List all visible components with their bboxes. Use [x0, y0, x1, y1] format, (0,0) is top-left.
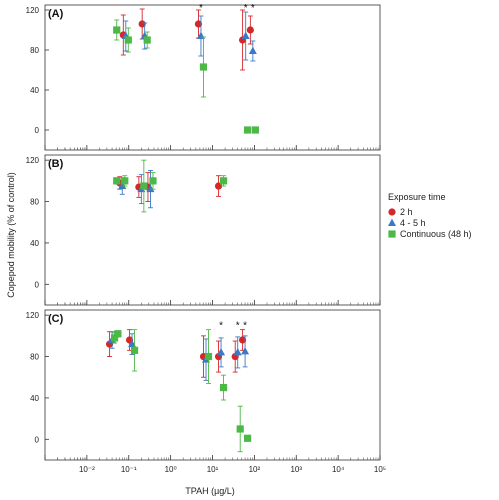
data-point: [114, 330, 122, 338]
series-1: [116, 172, 223, 203]
x-tick-label: 10⁴: [332, 465, 345, 474]
panel-frame: [44, 4, 381, 151]
significance-mark: *: [236, 321, 240, 332]
data-point: [241, 31, 250, 39]
y-tick-label: 120: [26, 156, 40, 165]
series-1: [119, 8, 254, 71]
y-tick-label: 0: [35, 126, 40, 135]
significance-mark: *: [251, 3, 255, 14]
data-point: [243, 126, 252, 134]
data-point: [130, 346, 139, 354]
data-point: [113, 26, 121, 34]
legend-label: 4 - 5 h: [400, 218, 426, 228]
legend-marker: [388, 218, 396, 226]
series-3: [113, 159, 228, 213]
x-tick-label: 10³: [290, 465, 302, 474]
data-point: [204, 352, 213, 361]
data-point: [243, 434, 252, 442]
legend-marker: [388, 230, 396, 238]
panel-label: (C): [48, 313, 64, 325]
y-tick-label: 120: [26, 311, 40, 320]
legend-label: Continuous (48 h): [400, 229, 472, 239]
legend-label: 2 h: [400, 207, 413, 217]
panel-label: (A): [48, 8, 64, 20]
significance-mark: *: [244, 3, 248, 14]
series-1: [105, 329, 247, 378]
x-tick-label: 10⁻¹: [121, 465, 137, 474]
series-3: [113, 19, 259, 134]
y-tick-label: 0: [35, 280, 40, 289]
data-point: [138, 20, 146, 28]
data-point: [241, 346, 250, 355]
y-tick-label: 0: [35, 435, 40, 444]
data-point: [118, 181, 127, 190]
y-tick-label: 80: [30, 198, 39, 207]
data-point: [143, 36, 151, 44]
series-3: [110, 329, 252, 453]
data-point: [113, 177, 121, 185]
data-point: [219, 383, 228, 392]
significance-mark: *: [199, 3, 203, 14]
data-point: [233, 348, 242, 356]
y-tick-label: 80: [30, 46, 39, 55]
data-point: [217, 348, 226, 356]
data-point: [149, 177, 157, 185]
y-tick-label: 40: [30, 394, 39, 403]
x-axis-title: TPAH (µg/L): [185, 486, 235, 496]
x-tick-label: 10²: [249, 465, 261, 474]
data-point: [110, 334, 119, 342]
x-tick-label: 10⁻²: [79, 465, 95, 474]
x-tick-label: 10⁵: [374, 465, 386, 474]
panel-frame: [44, 154, 381, 306]
data-point: [128, 339, 137, 348]
data-point: [248, 46, 257, 54]
y-tick-label: 40: [30, 239, 39, 248]
significance-mark: *: [219, 321, 223, 332]
legend-title: Exposure time: [388, 192, 446, 202]
x-tick-label: 10¹: [207, 465, 219, 474]
data-point: [219, 177, 228, 185]
data-point: [238, 336, 247, 344]
y-tick-label: 40: [30, 86, 39, 95]
panel-2: (B) 0 40 80 120: [26, 154, 381, 306]
legend-marker: [388, 208, 396, 216]
y-tick-label: 120: [26, 6, 40, 15]
panel-label: (B): [48, 158, 64, 170]
data-point: [121, 177, 129, 185]
data-point: [246, 26, 254, 34]
data-point: [140, 182, 148, 190]
data-point: [251, 126, 259, 134]
y-tick-label: 80: [30, 353, 39, 362]
data-point: [194, 20, 203, 28]
data-point: [236, 425, 244, 433]
data-point: [124, 36, 132, 44]
data-point: [146, 184, 155, 193]
y-axis-title: Copepod mobility (% of control): [6, 172, 16, 298]
panel-frame: [44, 309, 381, 461]
significance-mark: *: [243, 321, 247, 332]
data-point: [199, 63, 208, 71]
x-tick-label: 10⁰: [165, 465, 177, 474]
